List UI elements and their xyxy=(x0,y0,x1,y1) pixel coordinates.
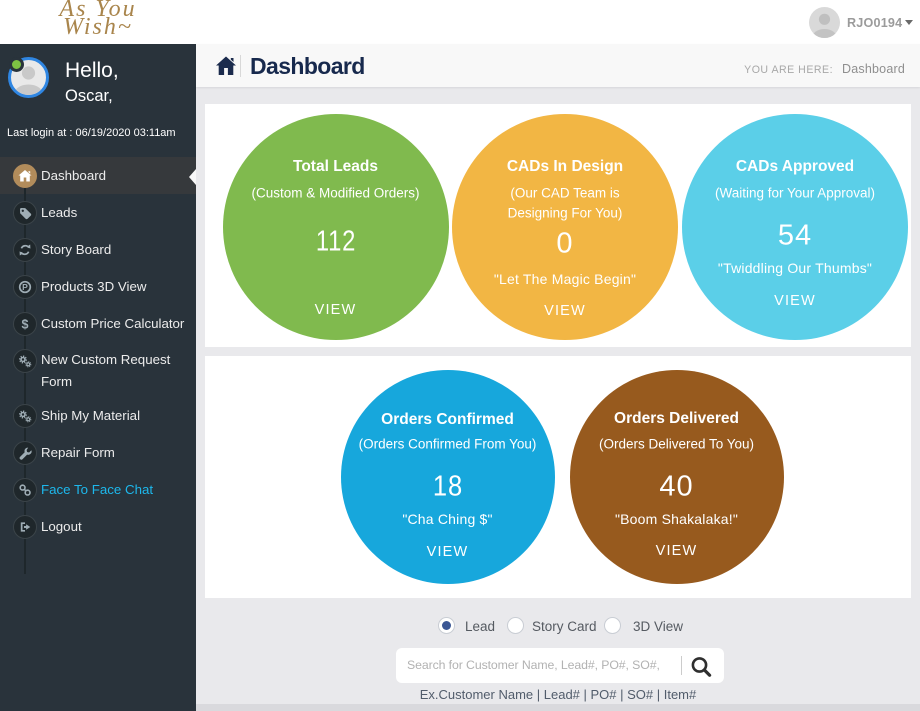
svg-text:$: $ xyxy=(22,317,29,331)
svg-text:P: P xyxy=(22,282,28,292)
